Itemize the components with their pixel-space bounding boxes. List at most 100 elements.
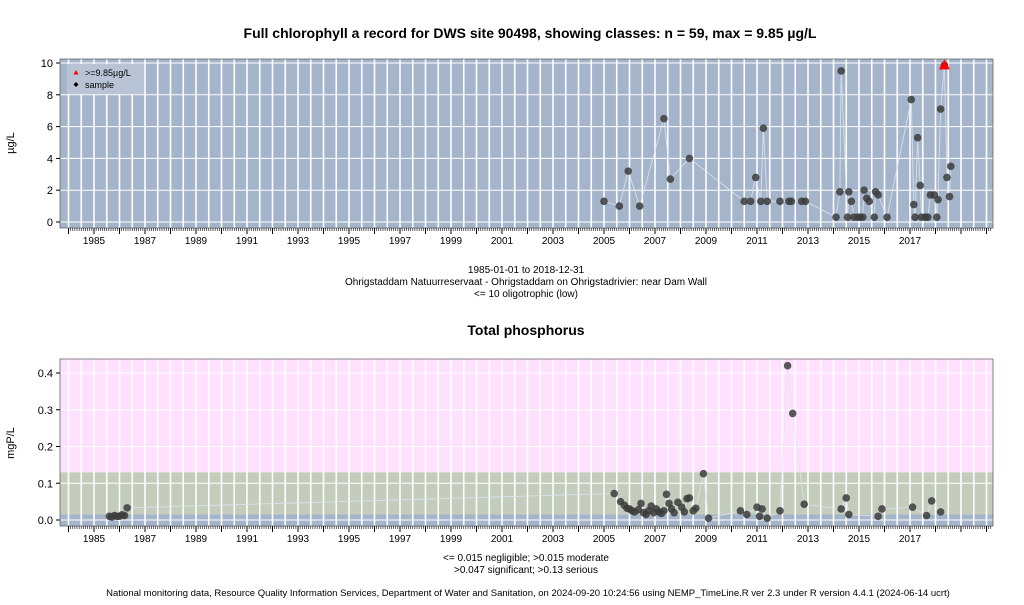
x-tick-label: 2007 (644, 236, 667, 247)
plot-frame (59, 58, 994, 229)
data-point (783, 361, 792, 370)
chart1-subtitle-1: 1985-01-01 to 2018-12-31 (468, 265, 585, 276)
x-tick-label: 2003 (542, 236, 565, 247)
data-point (666, 175, 675, 183)
data-point (699, 469, 708, 478)
x-tick-label: 1993 (287, 236, 310, 247)
data-point (736, 507, 745, 515)
data-point (776, 507, 784, 515)
data-point (936, 508, 945, 516)
y-tick-label: 6 (47, 122, 53, 134)
data-point (911, 213, 919, 222)
band-2 (60, 359, 993, 473)
data-point (763, 514, 771, 522)
x-tick-label: 1997 (389, 534, 412, 545)
data-point (123, 504, 131, 512)
data-point (836, 187, 844, 196)
data-point (788, 409, 797, 418)
data-point (845, 187, 853, 196)
x-tick-label: 1995 (338, 236, 361, 247)
chart1-title: Full chlorophyll a record for DWS site 9… (244, 25, 817, 41)
x-tick-label: 2013 (797, 236, 820, 247)
data-point (757, 197, 765, 206)
x-tick-label: 1993 (287, 534, 310, 545)
x-tick-label: 1989 (185, 534, 208, 545)
chart2-subtitle-2: >0.047 significant; >0.13 serious (454, 565, 598, 576)
footer-text: National monitoring data, Resource Quali… (106, 588, 950, 599)
x-tick-label: 1991 (236, 534, 259, 545)
data-point (692, 504, 700, 513)
band-1 (60, 472, 993, 515)
data-point (600, 197, 608, 206)
data-point (837, 67, 845, 75)
data-point (832, 213, 840, 222)
legend-label-sample: sample (85, 80, 114, 90)
data-point (680, 508, 689, 516)
data-point (860, 186, 868, 194)
x-tick-label: 1985 (83, 534, 106, 545)
x-tick-label: 1999 (440, 534, 463, 545)
data-point (759, 124, 768, 132)
data-point (936, 105, 945, 113)
data-point (120, 511, 129, 520)
x-tick-label: 1997 (389, 236, 412, 247)
data-point (874, 191, 882, 199)
data-point (874, 512, 882, 521)
data-point (916, 181, 924, 190)
data-point (660, 507, 668, 515)
data-point (740, 197, 749, 206)
data-point (859, 213, 867, 222)
data-point (865, 197, 873, 206)
chlorophyll-chart: Full chlorophyll a record for DWS site 9… (5, 25, 994, 300)
data-point (913, 133, 922, 142)
data-point (847, 197, 856, 206)
chart1-subtitle-3: <= 10 oligotrophic (low) (474, 289, 578, 300)
y-tick-label: 0.2 (38, 442, 53, 454)
y-tick-label: 0.1 (38, 478, 53, 490)
data-point (685, 494, 694, 502)
x-tick-label: 2005 (593, 534, 616, 545)
data-point (878, 505, 886, 513)
max-marker-triangle (938, 59, 950, 70)
y-tick-label: 0.3 (38, 405, 53, 417)
data-point (751, 173, 760, 182)
phosphorus-chart: Total phosphorus 0.0 0.1 0.2 0.3 0.4 1985 1987… (5, 322, 994, 576)
y-tick-label: 0.0 (38, 515, 53, 527)
x-tick-label: 1987 (134, 534, 157, 545)
chart2-title: Total phosphorus (467, 322, 584, 338)
data-point (947, 162, 955, 171)
data-point (662, 490, 671, 499)
chart2-ylabel: mgP/L (5, 427, 17, 459)
data-point (870, 213, 879, 222)
chart2-plot-area: 0.0 0.1 0.2 0.3 0.4 1985 1987 1989 1991 1993 1995 1… (38, 358, 994, 545)
data-point (743, 510, 751, 519)
chart2-subtitle-1: <= 0.015 negligible; >0.015 moderate (443, 553, 609, 564)
data-point (945, 192, 954, 201)
chart1-subtitle-2: Ohrigstaddam Natuurreservaat - Ohrigstad… (345, 277, 707, 288)
data-point (624, 167, 633, 175)
x-tick-label: 2017 (899, 534, 922, 545)
y-tick-label: 10 (41, 58, 53, 70)
x-tick-label: 2009 (695, 236, 718, 247)
legend-triangle-icon (73, 70, 79, 75)
x-tick-label: 1989 (185, 236, 208, 247)
x-tick-label: 2009 (695, 534, 718, 545)
y-tick-label: 0.4 (38, 368, 53, 380)
data-point (883, 213, 891, 222)
data-point (763, 197, 771, 206)
x-tick-label: 2011 (746, 236, 768, 247)
chart1-plot-area: 0 2 4 6 8 10 1985 1987 1989 1991 1993 1995 1997 1999 2… (41, 58, 994, 247)
data-point (907, 95, 916, 104)
data-point (610, 489, 618, 498)
x-tick-label: 2001 (491, 534, 514, 545)
data-point (801, 197, 810, 206)
data-point (787, 197, 796, 206)
x-tick-label: 1987 (134, 236, 157, 247)
legend-label-max: >=9.85µg/L (85, 68, 131, 78)
data-point (776, 197, 784, 206)
y-tick-label: 0 (47, 217, 53, 229)
data-point (615, 202, 624, 210)
data-point (637, 499, 645, 508)
